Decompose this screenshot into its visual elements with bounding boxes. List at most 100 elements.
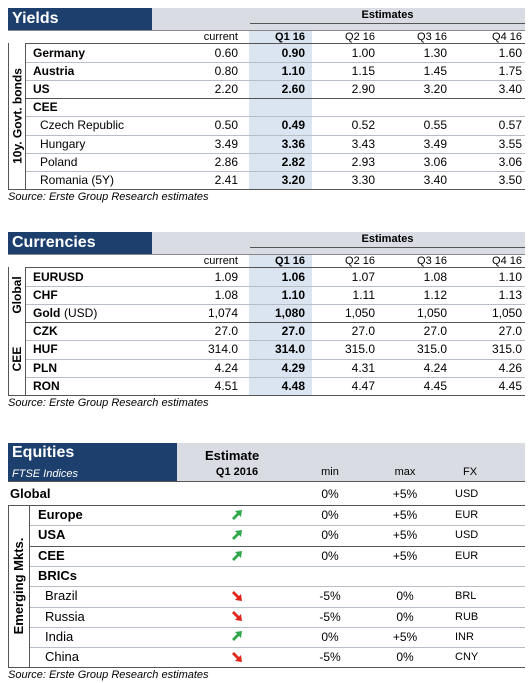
estimates-label: Estimates: [361, 9, 414, 21]
min-value: 0%: [321, 487, 339, 501]
cell-value: 0.90: [281, 46, 305, 60]
cell-value: 1.75: [498, 64, 522, 79]
row-name: China: [45, 649, 79, 665]
cell-value: 3.50: [498, 172, 522, 187]
estimate-label: Estimate: [205, 448, 260, 463]
cell-value: 1,050: [491, 306, 522, 321]
header-left: [8, 232, 152, 254]
cell-value: 1.08: [423, 270, 447, 284]
fx-value: USD: [455, 529, 479, 542]
q1-shade: [249, 30, 312, 189]
cell-value: 1.15: [351, 64, 375, 79]
column-header: Q4 16: [492, 31, 522, 43]
row-name: HUF: [33, 342, 58, 357]
cell-value: 4.48: [281, 378, 305, 393]
row-line: [250, 247, 525, 248]
max-value: 0%: [396, 609, 414, 624]
max-value: +5%: [392, 508, 418, 522]
source-note: Source: Erste Group Research estimates: [8, 396, 209, 409]
row-name: Hungary: [40, 136, 86, 151]
row-line: [26, 376, 525, 378]
cell-value: 0.80: [214, 64, 238, 79]
row-line: [26, 116, 525, 118]
row-line: [8, 505, 525, 506]
row-line: [26, 62, 525, 64]
side-label: CEE: [10, 346, 25, 371]
cell-value: 3.49: [214, 136, 238, 151]
row-name: CZK: [33, 324, 58, 339]
cell-value: 27.0: [423, 324, 447, 339]
row-line: [250, 23, 525, 24]
arrow-up: [232, 530, 242, 540]
cell-value: 1.45: [423, 64, 447, 79]
cell-value: 1.60: [498, 46, 522, 60]
row-name: Gold: [33, 306, 61, 321]
cell-value: 1.12: [423, 288, 447, 303]
cell-value: 0.55: [423, 118, 447, 133]
min-value: 0%: [321, 528, 339, 543]
row-line: [30, 647, 525, 649]
fx-value: INR: [455, 630, 474, 643]
row-name: Romania (5Y): [40, 172, 115, 187]
cell-value: 4.51: [214, 378, 238, 393]
row-name: CHF: [33, 288, 58, 303]
row-line: [26, 43, 525, 44]
cell-value: 4.24: [423, 360, 447, 375]
cell-value: 2.60: [281, 82, 305, 97]
row-line: [26, 322, 525, 324]
row-line: [8, 188, 525, 190]
cell-value: 27.0: [281, 324, 305, 339]
row-name: India: [45, 628, 74, 644]
table-title: Currencies: [12, 234, 96, 251]
min-value: -5%: [319, 609, 341, 624]
cell-value: 1.30: [423, 46, 447, 60]
cell-value: 315.0: [491, 342, 522, 357]
fx-value: USD: [455, 488, 479, 500]
subtitle: FTSE Indices: [12, 468, 79, 480]
cell-value: 1,080: [274, 306, 305, 321]
side-label: Global: [10, 276, 25, 314]
column-header: Q1 16: [275, 255, 305, 267]
row-name: Poland: [40, 154, 78, 169]
row-name: CEE: [33, 100, 58, 115]
row-line: [30, 545, 525, 547]
cell-value: 2.20: [214, 82, 238, 97]
table-title: Equities: [12, 444, 75, 461]
cell-value: 314.0: [207, 342, 238, 357]
source-note: Source: Erste Group Research estimates: [8, 190, 209, 203]
fx-value: EUR: [455, 549, 479, 562]
arrow-down: [232, 652, 242, 662]
cell-value: 3.43: [351, 136, 375, 151]
row-line: [8, 394, 525, 396]
min-value: -5%: [319, 589, 341, 604]
row-name: EURUSD: [33, 270, 84, 284]
row-name: Czech Republic: [40, 118, 125, 133]
min-value: -5%: [319, 650, 341, 665]
row-name: Austria: [33, 64, 75, 79]
cell-value: 315.0: [416, 342, 447, 357]
row-name: PLN: [33, 360, 57, 375]
cell-value: 27.0: [498, 324, 522, 339]
row-line: [30, 586, 525, 588]
min-value: 0%: [321, 508, 339, 522]
row-name: USA: [38, 527, 66, 543]
cell-value: 0.50: [214, 118, 238, 133]
cell-value: 3.20: [423, 82, 447, 97]
max-value: +5%: [392, 487, 418, 501]
max-value: 0%: [396, 589, 414, 604]
row-line: [26, 358, 525, 360]
cell-value: 4.47: [351, 378, 375, 393]
row-name: Germany: [33, 46, 86, 60]
cell-value: 1.07: [351, 270, 375, 284]
column-header: Q3 16: [417, 255, 447, 267]
row-name: Russia: [45, 608, 85, 624]
cell-value: 4.31: [351, 360, 375, 375]
row-line: [30, 525, 525, 527]
cell-value: 1.08: [214, 288, 238, 303]
cell-value: 0.49: [281, 118, 305, 133]
arrow-up: [232, 510, 242, 520]
header-right: [177, 443, 525, 481]
column-header: Q3 16: [417, 31, 447, 43]
max-value: +5%: [392, 528, 418, 543]
arrow-down: [232, 611, 242, 621]
